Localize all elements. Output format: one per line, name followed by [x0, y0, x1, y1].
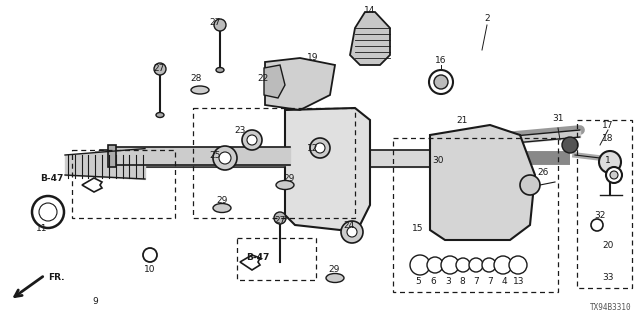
Circle shape [213, 146, 237, 170]
Circle shape [154, 63, 166, 75]
Polygon shape [240, 255, 260, 270]
Bar [237, 238, 316, 280]
Text: 3: 3 [445, 277, 451, 286]
Text: B-47: B-47 [246, 253, 269, 262]
Circle shape [494, 256, 512, 274]
Text: 19: 19 [307, 52, 319, 61]
Text: 24: 24 [344, 220, 355, 229]
Circle shape [606, 167, 622, 183]
Text: 12: 12 [307, 143, 319, 153]
Text: 13: 13 [513, 277, 525, 286]
Circle shape [143, 248, 157, 262]
Bar [72, 150, 175, 218]
Circle shape [509, 256, 527, 274]
Circle shape [39, 203, 57, 221]
Text: 18: 18 [602, 133, 614, 142]
Text: 6: 6 [430, 277, 436, 286]
Text: 20: 20 [602, 241, 614, 250]
Circle shape [610, 171, 618, 179]
Ellipse shape [156, 113, 164, 117]
Circle shape [347, 227, 357, 237]
Text: 31: 31 [552, 114, 564, 123]
Text: FR.: FR. [48, 274, 65, 283]
Circle shape [410, 255, 430, 275]
Circle shape [434, 75, 448, 89]
Circle shape [341, 221, 363, 243]
Circle shape [310, 138, 330, 158]
Bar [108, 145, 116, 167]
Text: 27: 27 [154, 63, 164, 73]
Text: 25: 25 [209, 150, 221, 159]
Circle shape [456, 258, 470, 272]
Polygon shape [264, 65, 285, 98]
Text: 26: 26 [538, 167, 548, 177]
Text: 7: 7 [473, 277, 479, 286]
Circle shape [247, 135, 257, 145]
Ellipse shape [213, 204, 231, 212]
Text: 15: 15 [412, 223, 424, 233]
Ellipse shape [326, 274, 344, 283]
Text: 5: 5 [415, 277, 421, 286]
Text: 16: 16 [435, 55, 447, 65]
Text: 7: 7 [487, 277, 493, 286]
Text: 4: 4 [501, 277, 507, 286]
Text: 21: 21 [456, 116, 468, 124]
Polygon shape [350, 12, 390, 65]
Circle shape [482, 258, 496, 272]
Circle shape [469, 258, 483, 272]
Text: 32: 32 [595, 211, 605, 220]
Circle shape [427, 257, 443, 273]
Ellipse shape [191, 86, 209, 94]
Bar [193, 108, 355, 218]
Text: 29: 29 [328, 266, 340, 275]
Circle shape [591, 219, 603, 231]
Ellipse shape [276, 180, 294, 189]
Text: 1: 1 [605, 156, 611, 164]
Text: 14: 14 [364, 5, 376, 14]
Text: TX94B3310: TX94B3310 [590, 303, 632, 312]
Circle shape [242, 130, 262, 150]
Circle shape [429, 70, 453, 94]
Text: 8: 8 [459, 277, 465, 286]
Circle shape [32, 196, 64, 228]
Text: 30: 30 [432, 156, 444, 164]
Bar [393, 138, 558, 292]
Text: 29: 29 [216, 196, 228, 204]
Circle shape [315, 143, 325, 153]
Text: 28: 28 [190, 74, 202, 83]
Circle shape [562, 137, 578, 153]
Text: 23: 23 [234, 125, 246, 134]
Circle shape [219, 152, 231, 164]
Text: 9: 9 [92, 298, 98, 307]
Text: 17: 17 [602, 121, 614, 130]
Circle shape [274, 212, 286, 224]
Text: 29: 29 [284, 173, 294, 182]
Circle shape [441, 256, 459, 274]
Ellipse shape [216, 68, 224, 73]
Text: 10: 10 [144, 266, 156, 275]
Polygon shape [265, 58, 335, 110]
Circle shape [214, 19, 226, 31]
Polygon shape [82, 178, 102, 192]
Text: 27: 27 [209, 18, 221, 27]
Text: 27: 27 [275, 215, 285, 225]
Text: B-47: B-47 [40, 173, 64, 182]
Text: 2: 2 [484, 13, 490, 22]
Bar [577, 120, 632, 288]
Text: 11: 11 [36, 223, 48, 233]
Circle shape [520, 175, 540, 195]
Text: 33: 33 [602, 274, 614, 283]
Circle shape [599, 151, 621, 173]
Text: 22: 22 [257, 74, 269, 83]
Polygon shape [285, 108, 370, 230]
Polygon shape [430, 125, 535, 240]
